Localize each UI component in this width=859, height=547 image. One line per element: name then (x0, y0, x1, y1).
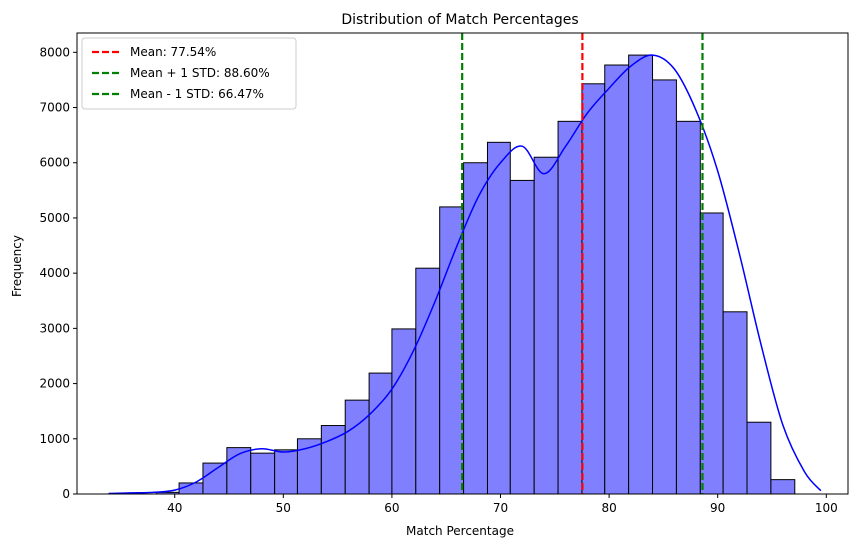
bars-layer (155, 54, 796, 495)
histogram-bar-21 (604, 64, 630, 495)
x-tick-label: 50 (276, 501, 291, 515)
y-tick-label: 2000 (39, 377, 70, 391)
histogram-bar-6 (250, 452, 276, 495)
y-axis-ticks: 0 1000 2000 3000 4000 5000 6000 7000 8000 (39, 45, 77, 501)
histogram-bar-26 (722, 311, 748, 495)
histogram-bar-28 (770, 479, 796, 495)
y-tick-label: 1000 (39, 432, 70, 446)
y-tick-label: 5000 (39, 211, 70, 225)
x-tick-label: 40 (167, 501, 182, 515)
histogram-bar-11 (368, 372, 393, 495)
histogram-bar-16 (486, 141, 511, 495)
histogram-bar-25 (699, 212, 724, 495)
y-axis-label: Frequency (10, 235, 24, 297)
histogram-bar-24 (675, 120, 701, 495)
x-axis-label: Match Percentage (406, 524, 514, 538)
x-tick-label: 70 (493, 501, 508, 515)
legend: Mean: 77.54% Mean + 1 STD: 88.60% Mean - 1… (81, 37, 297, 110)
plot-frame (76, 32, 849, 495)
histogram-bar-27 (746, 421, 772, 495)
y-tick-label: 4000 (39, 266, 70, 280)
y-tick-label: 3000 (39, 321, 70, 335)
histogram-bar-23 (652, 79, 677, 495)
x-tick-label: 60 (384, 501, 399, 515)
y-tick-label: 8000 (39, 45, 70, 59)
y-tick-label: 0 (62, 487, 70, 501)
histogram-bar-19 (557, 120, 583, 495)
x-tick-label: 80 (601, 501, 616, 515)
x-axis-ticks: 40 50 60 70 80 90 100 (167, 494, 838, 515)
histogram-bar-14 (439, 206, 465, 495)
histogram-bar-13 (415, 267, 441, 495)
y-tick-label: 7000 (39, 101, 70, 115)
histogram-bar-9 (320, 425, 346, 495)
vlines-layer (461, 33, 704, 494)
histogram-bar-22 (628, 54, 654, 495)
y-tick-label: 6000 (39, 156, 70, 170)
chart-title: Distribution of Match Percentages (341, 12, 578, 28)
legend-box (81, 37, 297, 110)
legend-entry: Mean + 1 STD: 88.60% (130, 66, 270, 80)
histogram-bar-10 (344, 399, 370, 495)
histogram-bar-20 (581, 83, 606, 495)
x-tick-label: 100 (815, 501, 838, 515)
histogram-bar-4 (202, 462, 228, 495)
legend-entry: Mean: 77.54% (130, 45, 216, 59)
histogram-bar-7 (274, 449, 298, 495)
kde-layer (108, 54, 822, 495)
histogram-bar-15 (463, 162, 488, 495)
kde-curve (108, 54, 822, 495)
histogram-bar-17 (509, 179, 535, 495)
legend-entry: Mean - 1 STD: 66.47% (130, 87, 264, 101)
histogram-bar-18 (533, 156, 559, 495)
x-tick-label: 90 (710, 501, 725, 515)
